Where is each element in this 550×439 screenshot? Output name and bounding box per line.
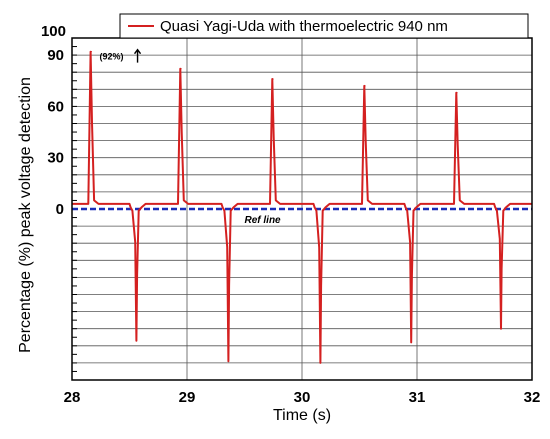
trough-point [319,362,321,364]
peak-point [180,68,182,70]
y-tick-label: 100 [41,23,66,40]
y-tick-labels: 0 30 60 90 100 [41,23,66,218]
x-tick-label: 30 [294,389,311,406]
ref-line-label: Ref line [245,215,282,226]
peak-point [91,51,93,53]
minor-ticks [72,46,77,372]
x-tick-labels: 28 29 30 31 32 [64,389,541,406]
trough-point [410,341,412,343]
y-tick-label: 90 [47,47,64,64]
legend-label: Quasi Yagi-Uda with thermoelectric 940 n… [160,18,448,35]
series-group [72,50,532,364]
y-tick-label: 30 [47,150,64,167]
x-tick-label: 32 [524,389,541,406]
peak-point [272,78,274,80]
y-tick-label: 60 [47,98,64,115]
trough-point [227,360,229,362]
trough-point [135,340,137,342]
y-tick-label: 0 [56,201,64,218]
trough-point [500,328,502,330]
x-axis-title: Time (s) [273,407,331,424]
x-tick-label: 28 [64,389,81,406]
peak-point [456,92,458,94]
x-tick-label: 31 [409,389,426,406]
peak-point [364,85,366,87]
legend: Quasi Yagi-Uda with thermoelectric 940 n… [119,13,529,39]
legend-box [119,13,529,39]
series-line [72,50,532,364]
y-axis-title: Percentage (%) peak voltage detection [17,77,34,353]
peak-annotation: (92%) [100,52,124,62]
arrow-up-icon [133,48,142,63]
x-tick-label: 29 [179,389,196,406]
